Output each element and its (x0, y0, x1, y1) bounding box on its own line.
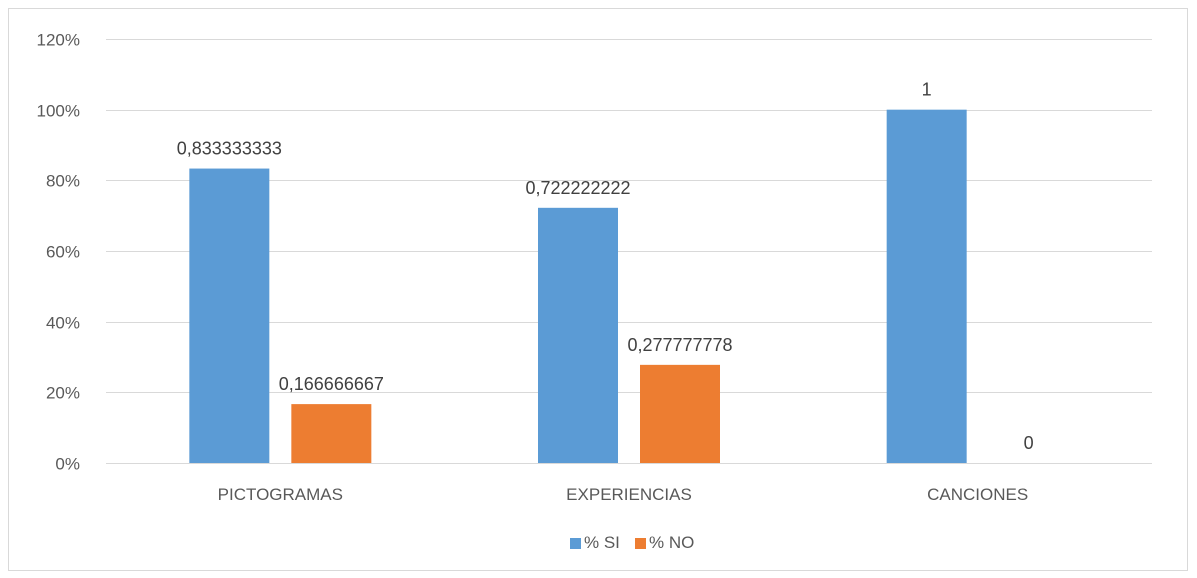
data-label: 0,277777778 (627, 335, 732, 355)
y-tick-label: 40% (46, 314, 80, 333)
bars (189, 109, 967, 464)
gridlines (106, 39, 1152, 464)
y-tick-label: 20% (46, 384, 80, 403)
bar-si (538, 207, 618, 463)
legend-swatch-no (635, 538, 646, 549)
y-axis: 0% 20% 40% 60% 80% 100% 120% (37, 31, 80, 474)
x-axis: PICTOGRAMAS EXPERIENCIAS CANCIONES (218, 485, 1029, 504)
data-labels: 0,833333333 0,166666667 0,722222222 0,27777… (177, 80, 1034, 453)
x-tick-label: PICTOGRAMAS (218, 485, 343, 504)
y-tick-label: 80% (46, 172, 80, 191)
x-tick-label: EXPERIENCIAS (566, 485, 692, 504)
x-tick-label: CANCIONES (927, 485, 1028, 504)
y-tick-label: 60% (46, 243, 80, 262)
data-label: 0,833333333 (177, 139, 282, 159)
bar-si (886, 109, 967, 464)
legend: % SI % NO (570, 533, 694, 552)
y-tick-label: 100% (37, 102, 80, 121)
legend-label: % SI (584, 533, 620, 552)
bar-si (189, 168, 270, 464)
data-label: 0,722222222 (525, 178, 630, 198)
legend-label: % NO (649, 533, 694, 552)
data-label: 0,166666667 (279, 374, 384, 394)
bar-no (640, 364, 720, 463)
legend-swatch-si (570, 538, 581, 549)
data-label: 0 (1024, 433, 1034, 453)
data-label: 1 (922, 80, 932, 100)
bar-no (291, 404, 372, 463)
y-tick-label: 0% (55, 455, 80, 474)
y-tick-label: 120% (37, 31, 80, 50)
